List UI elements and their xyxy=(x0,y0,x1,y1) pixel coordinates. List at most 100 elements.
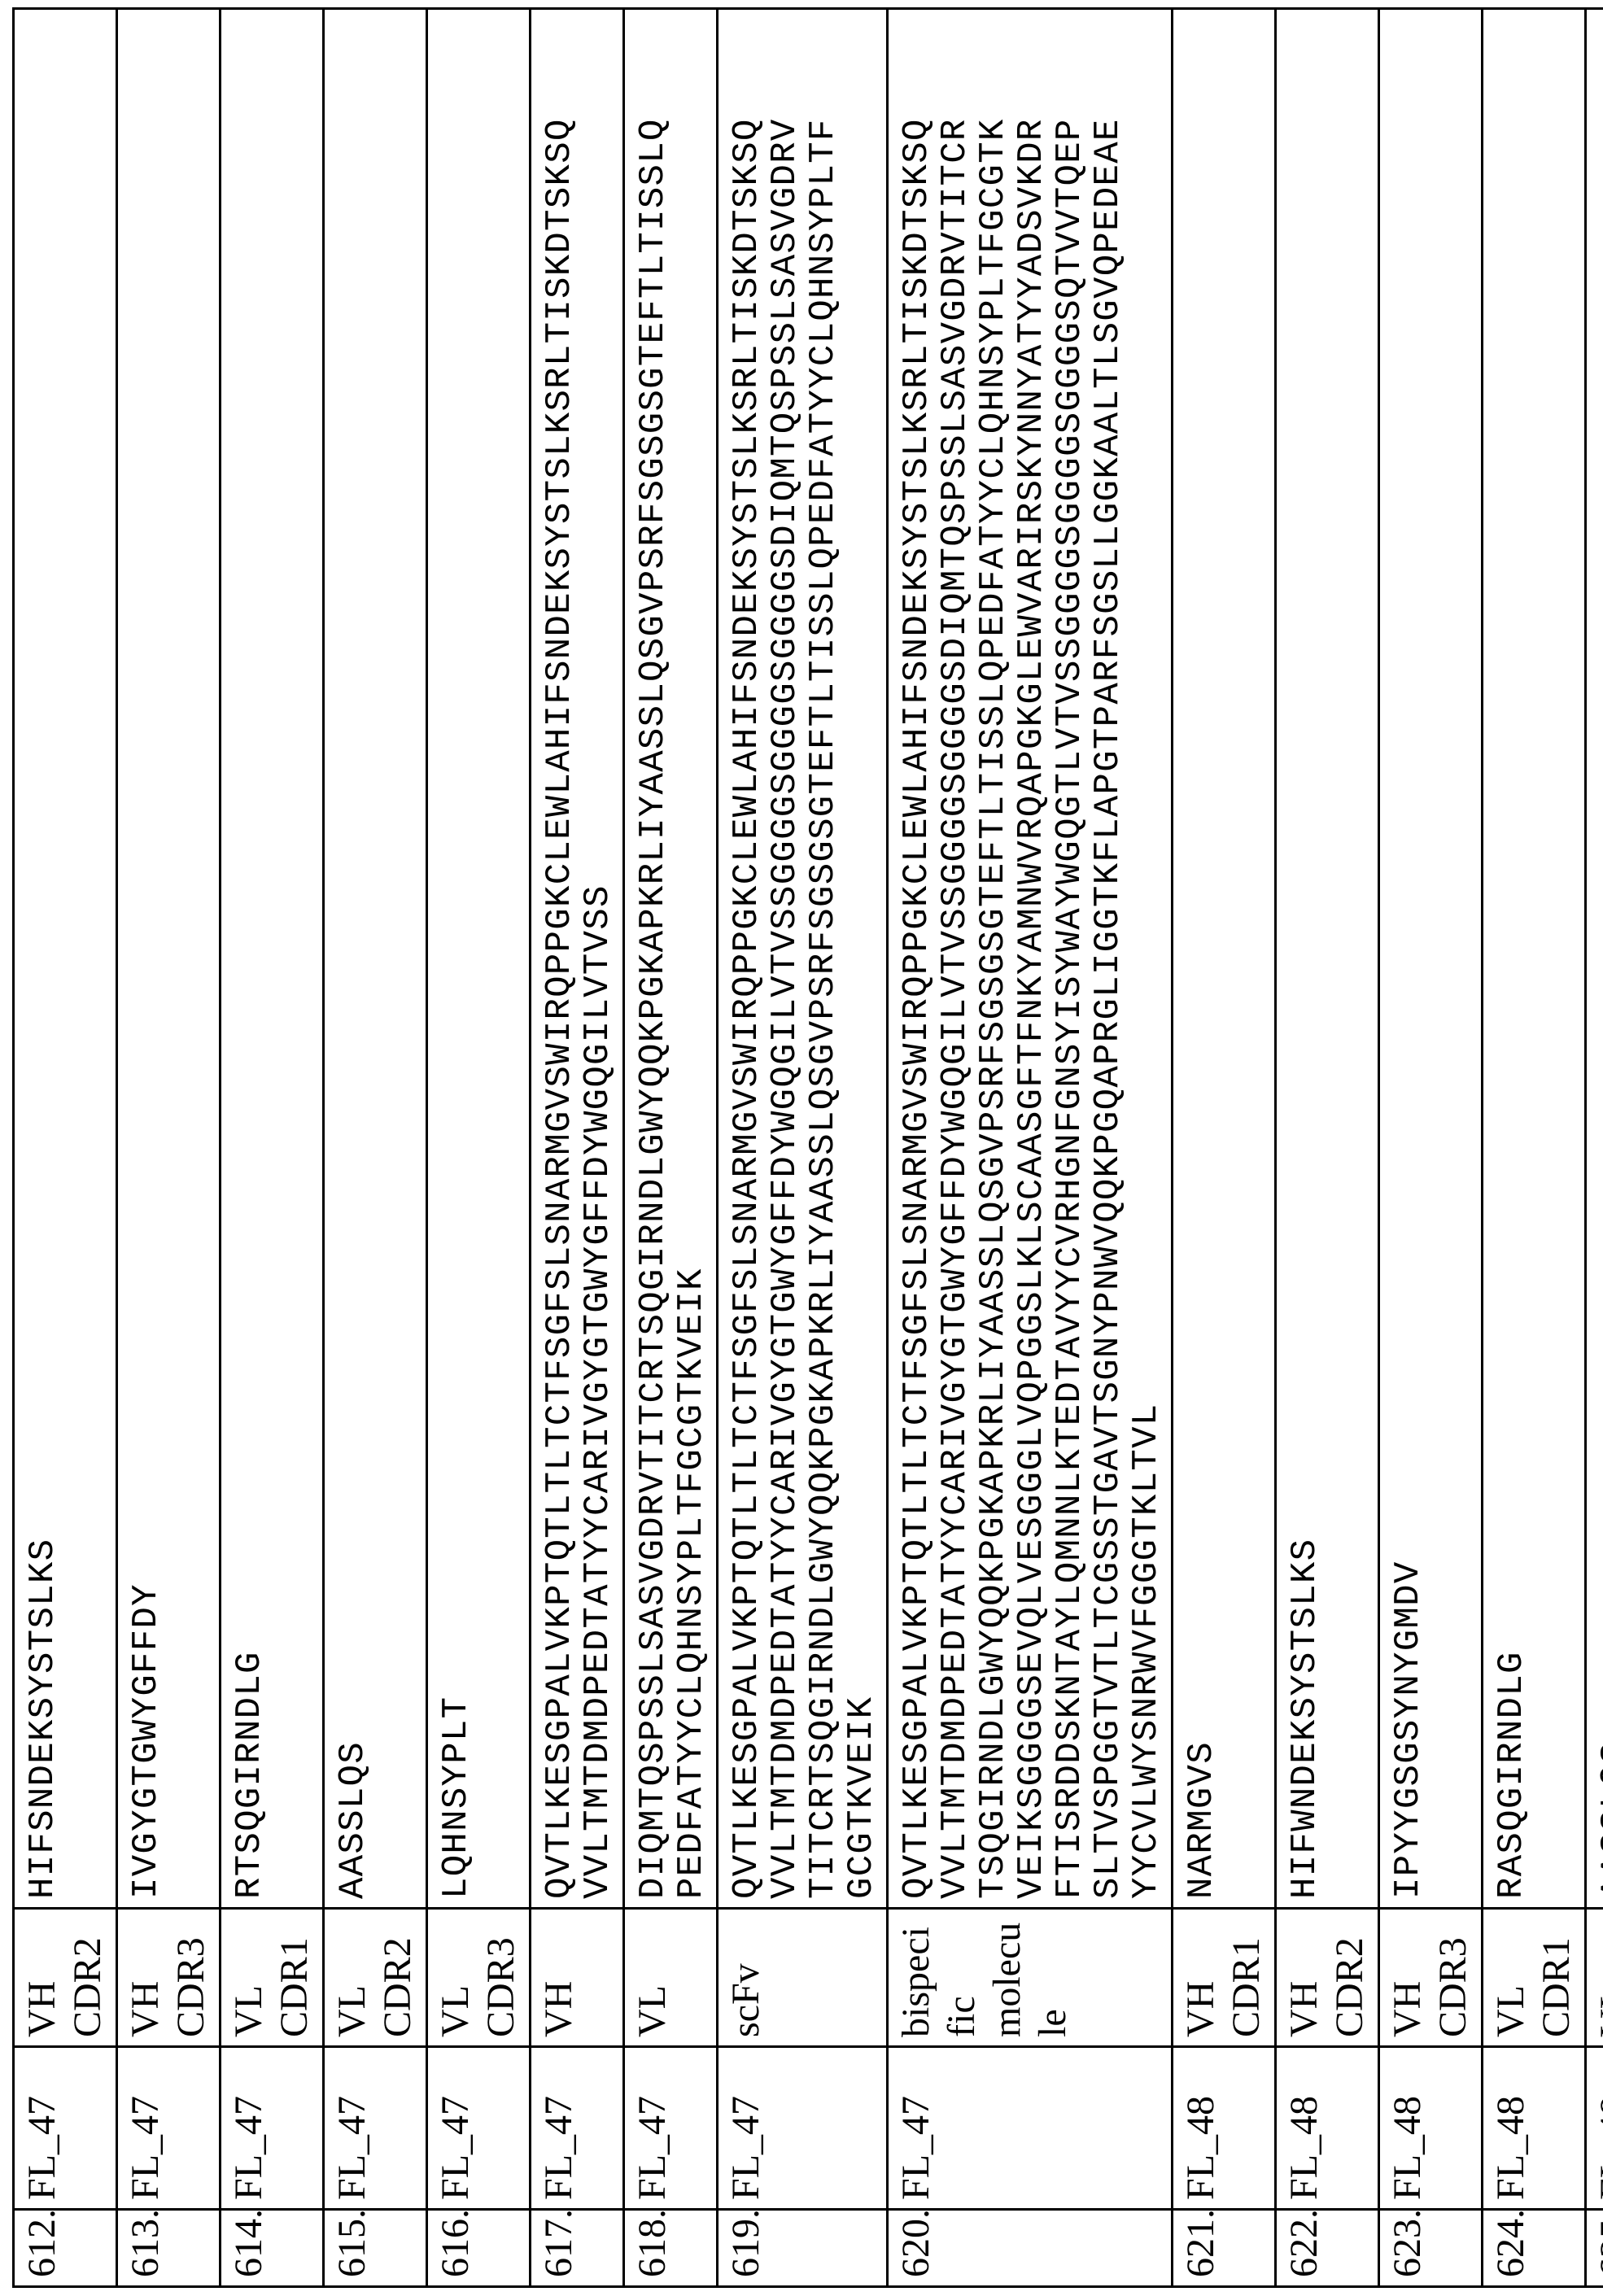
construct-id-cell: FL_47 xyxy=(624,2047,718,2210)
table-row: 620. FL_47 bispecific molecule QVTLKESGPALV… xyxy=(888,9,1173,2287)
seq-id-number-cell: 623. xyxy=(1379,2210,1483,2287)
region-type: VH CDR3 xyxy=(1386,1937,1474,2037)
construct-id-cell: FL_48 xyxy=(1276,2047,1379,2210)
seq-id-number: 612. xyxy=(20,2209,63,2277)
sequence-table: 612.FL_47VH CDR2HIFSNDEKSYSTSLKS613.FL_4… xyxy=(12,7,1603,2288)
region-type-cell: VH CDR1 xyxy=(1173,1909,1276,2047)
region-type-cell: VH CDR3 xyxy=(117,1909,221,2047)
amino-acid-sequence-cell: DIQMTQSPSSLSASVGDRVTITCRTSQGIRNDLGWYQQKP… xyxy=(624,9,718,1909)
amino-acid-sequence: HIFSNDEKSYSTSLKS xyxy=(24,96,63,1899)
amino-acid-sequence-cell: IPYYGSGSYNYGMDV xyxy=(1379,9,1483,1909)
region-type-cell: VH CDR2 xyxy=(1276,1909,1379,2047)
region-type: bispecific molecule xyxy=(894,1923,1074,2037)
construct-id: FL_48 xyxy=(1282,2096,1326,2200)
amino-acid-sequence: RASQGIRNDLG xyxy=(1493,96,1531,1899)
table-row: 623. FL_48 VH CDR3 IPYYGSGSYNYGMDV xyxy=(1379,9,1483,2287)
amino-acid-sequence-cell: HIFWNDEKSYSTSLKS xyxy=(1276,9,1379,1909)
construct-id-cell: FL_47 xyxy=(221,2047,324,2210)
amino-acid-sequence: QVTLKESGPALVKPTQTLTLTCTFSGFSLSNARMGVSWIR… xyxy=(728,96,881,1899)
construct-id-cell: FL_47 xyxy=(718,2047,888,2210)
construct-id: FL_48 xyxy=(1592,2096,1603,2200)
region-type-cell: VL xyxy=(624,1909,718,2047)
region-type-cell: VH CDR3 xyxy=(1379,1909,1483,2047)
amino-acid-sequence: NARMGVS xyxy=(1183,96,1221,1899)
seq-id-number: 623. xyxy=(1386,2209,1429,2277)
region-type: VL xyxy=(631,1985,674,2037)
construct-id-cell: FL_47 xyxy=(427,2047,531,2210)
amino-acid-sequence: QVTLKESGPALVKPTQTLTLTCTFSGFSLSNARMGVSWIR… xyxy=(898,96,1166,1899)
construct-id-cell: FL_48 xyxy=(1173,2047,1276,2210)
amino-acid-sequence-cell: AASSLQS xyxy=(324,9,427,1909)
table-row: 624. FL_48 VL CDR1 RASQGIRNDLG xyxy=(1483,9,1586,2287)
seq-id-number-cell: 620. xyxy=(888,2210,1173,2287)
construct-id: FL_47 xyxy=(434,2096,477,2200)
region-type: VH CDR2 xyxy=(20,1937,109,2037)
seq-id-number-cell: 618. xyxy=(624,2210,718,2287)
amino-acid-sequence: RTSQGIRNDLG xyxy=(231,96,269,1899)
region-type-cell: VL CDR1 xyxy=(1483,1909,1586,2047)
amino-acid-sequence-cell: HIFSNDEKSYSTSLKS xyxy=(14,9,117,1909)
amino-acid-sequence-cell: RTSQGIRNDLG xyxy=(221,9,324,1909)
construct-id-cell: FL_47 xyxy=(324,2047,427,2210)
region-type-cell: VH CDR2 xyxy=(14,1909,117,2047)
table-row: 619. FL_47 scFv QVTLKESGPALVKPTQTLTLTCTFSGF… xyxy=(718,9,888,2287)
amino-acid-sequence-cell: QVTLKESGPALVKPTQTLTLTCTFSGFSLSNARMGVSWIR… xyxy=(718,9,888,1909)
seq-id-number: 620. xyxy=(894,2209,937,2277)
seq-id-number-cell: 622. xyxy=(1276,2210,1379,2287)
construct-id: FL_47 xyxy=(537,2096,580,2200)
construct-id-cell: FL_47 xyxy=(888,2047,1173,2210)
seq-id-number: 619. xyxy=(724,2209,767,2277)
construct-id-cell: FL_47 xyxy=(14,2047,117,2210)
seq-id-number-cell: 613. xyxy=(117,2210,221,2287)
region-type: VL CDR2 xyxy=(1592,1937,1603,2037)
construct-id: FL_47 xyxy=(124,2096,167,2200)
table-row: 625.FL_48VL CDR2AASSLQS xyxy=(1586,9,1603,2287)
amino-acid-sequence: IVGYGTGWYGFFDY xyxy=(128,96,166,1899)
amino-acid-sequence-cell: LQHNSYPLT xyxy=(427,9,531,1909)
region-type: VL CDR1 xyxy=(227,1937,316,2037)
construct-id: FL_47 xyxy=(20,2096,63,2200)
table-row: 618. FL_47 VL DIQMTQSPSSLSASVGDRVTITCRTSQGI… xyxy=(624,9,718,2287)
seq-id-number-cell: 614. xyxy=(221,2210,324,2287)
seq-id-number-cell: 621. xyxy=(1173,2210,1276,2287)
construct-id-cell: FL_48 xyxy=(1586,2047,1603,2210)
amino-acid-sequence-cell: NARMGVS xyxy=(1173,9,1276,1909)
table-row: 612. FL_47 VH CDR2 HIFSNDEKSYSTSLKS xyxy=(14,9,117,2287)
amino-acid-sequence: DIQMTQSPSSLSASVGDRVTITCRTSQGIRNDLGWYQQKP… xyxy=(635,96,711,1899)
construct-id-cell: FL_47 xyxy=(117,2047,221,2210)
construct-id: FL_48 xyxy=(1386,2096,1429,2200)
construct-id: FL_48 xyxy=(1489,2096,1532,2200)
region-type-cell: VL CDR2 xyxy=(1586,1909,1603,2047)
construct-id: FL_48 xyxy=(1179,2096,1222,2200)
region-type: VL CDR1 xyxy=(1489,1937,1578,2037)
amino-acid-sequence: HIFWNDEKSYSTSLKS xyxy=(1286,96,1325,1899)
seq-id-number: 614. xyxy=(227,2209,270,2277)
table-row: 622. FL_48 VH CDR2 HIFWNDEKSYSTSLKS xyxy=(1276,9,1379,2287)
region-type: VH CDR1 xyxy=(1179,1937,1268,2037)
seq-id-number: 615. xyxy=(330,2209,373,2277)
amino-acid-sequence-cell: QVTLKESGPALVKPTQTLTLTCTFSGFSLSNARMGVSWIR… xyxy=(888,9,1173,1909)
region-type-cell: VL CDR2 xyxy=(324,1909,427,2047)
region-type-cell: scFv xyxy=(718,1909,888,2047)
construct-id: FL_47 xyxy=(894,2096,937,2200)
construct-id-cell: FL_48 xyxy=(1379,2047,1483,2210)
region-type-cell: bispecific molecule xyxy=(888,1909,1173,2047)
region-type: scFv xyxy=(724,1963,767,2037)
seq-id-number: 616. xyxy=(434,2209,477,2277)
region-type: VL CDR3 xyxy=(434,1937,522,2037)
sequence-table-body: 612.FL_47VH CDR2HIFSNDEKSYSTSLKS613.FL_4… xyxy=(14,9,1603,2287)
construct-id: FL_47 xyxy=(631,2096,674,2200)
region-type-cell: VL CDR1 xyxy=(221,1909,324,2047)
seq-id-number: 621. xyxy=(1179,2209,1222,2277)
construct-id: FL_47 xyxy=(724,2096,767,2200)
amino-acid-sequence: QVTLKESGPALVKPTQTLTLTCTFSGFSLSNARMGVSWIR… xyxy=(541,96,618,1899)
region-type: VH CDR2 xyxy=(1282,1937,1371,2037)
amino-acid-sequence: IPYYGSGSYNYGMDV xyxy=(1390,96,1428,1899)
amino-acid-sequence-cell: AASSLQS xyxy=(1586,9,1603,1909)
seq-id-number: 624. xyxy=(1489,2209,1532,2277)
table-row: 614.FL_47 VL CDR1 RTSQGIRNDLG xyxy=(221,9,324,2287)
seq-id-number-cell: 617. xyxy=(531,2210,624,2287)
seq-id-number-cell: 624. xyxy=(1483,2210,1586,2287)
